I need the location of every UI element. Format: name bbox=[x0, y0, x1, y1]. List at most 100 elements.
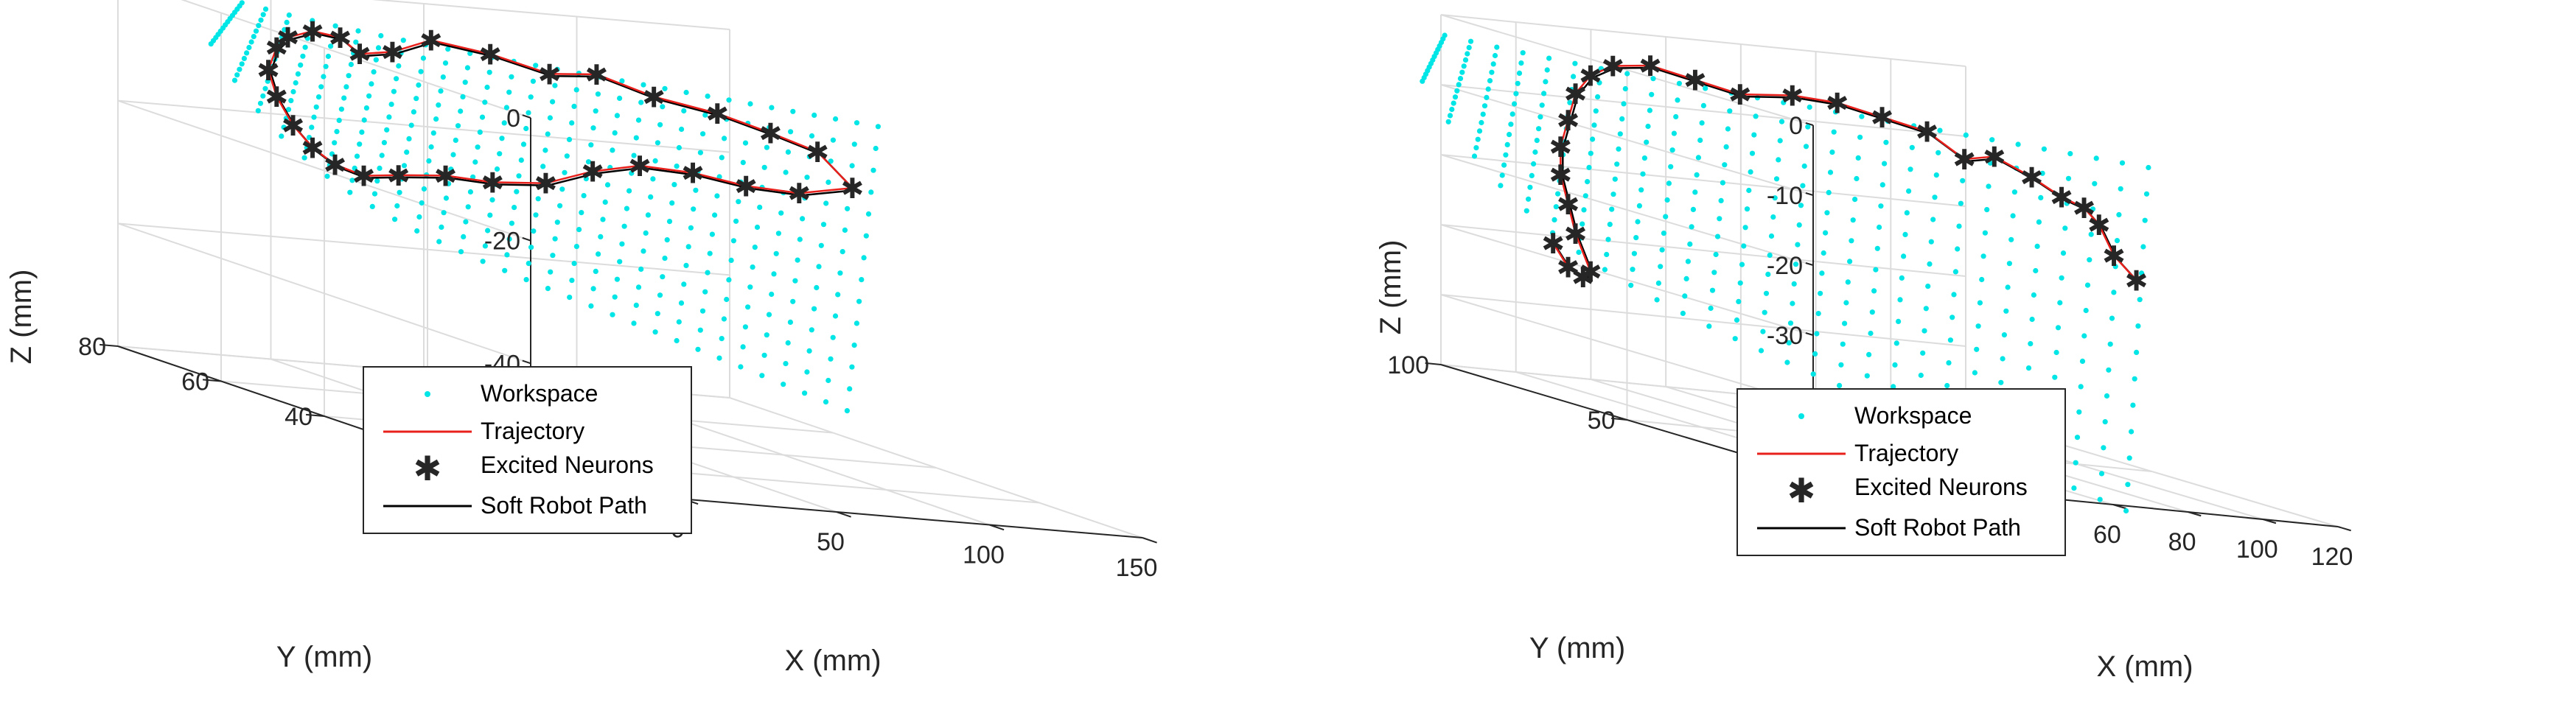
workspace-point bbox=[293, 80, 299, 86]
workspace-point bbox=[506, 236, 512, 242]
workspace-point bbox=[1635, 219, 1641, 225]
workspace-point bbox=[281, 124, 287, 130]
workspace-point bbox=[2071, 485, 2077, 491]
workspace-point bbox=[371, 69, 377, 75]
workspace-point bbox=[545, 131, 551, 137]
workspace-point bbox=[764, 144, 769, 150]
workspace-point bbox=[1947, 337, 1953, 343]
workspace-point bbox=[854, 120, 860, 126]
workspace-point bbox=[1786, 340, 1792, 345]
workspace-point bbox=[1641, 155, 1647, 161]
workspace-point bbox=[823, 399, 829, 405]
workspace-point bbox=[820, 222, 827, 228]
workspace-point bbox=[1741, 243, 1747, 249]
workspace-point bbox=[547, 115, 554, 121]
workspace-point bbox=[1518, 60, 1524, 66]
excited-neuron-marker: ✱ bbox=[380, 38, 404, 69]
workspace-point bbox=[1621, 101, 1627, 107]
workspace-point bbox=[325, 53, 331, 60]
workspace-point bbox=[1529, 172, 1535, 178]
chart-left-workspace-points bbox=[208, 0, 881, 414]
workspace-point bbox=[2106, 367, 2112, 373]
workspace-point bbox=[648, 194, 654, 200]
workspace-point bbox=[248, 39, 254, 45]
chart-right-z-axis-label: Z (mm) bbox=[1375, 240, 1407, 335]
workspace-point bbox=[2029, 316, 2035, 323]
excited-neuron-marker: ✱ bbox=[1916, 118, 1939, 149]
workspace-point bbox=[1504, 141, 1510, 147]
workspace-point bbox=[1479, 119, 1484, 126]
workspace-point bbox=[2001, 332, 2007, 338]
workspace-point bbox=[467, 189, 474, 195]
workspace-point bbox=[1605, 236, 1611, 242]
workspace-point bbox=[2065, 175, 2072, 181]
excited-neuron-marker: ✱ bbox=[434, 161, 458, 192]
workspace-point bbox=[633, 135, 639, 141]
x-tick-label: 150 bbox=[1116, 554, 1158, 582]
workspace-point bbox=[286, 12, 292, 18]
workspace-point bbox=[2116, 211, 2122, 218]
workspace-point bbox=[255, 108, 261, 113]
workspace-point bbox=[341, 95, 347, 101]
z-tick-mark bbox=[522, 359, 531, 365]
workspace-point bbox=[1699, 120, 1705, 126]
chart-left-legend-trajectory: Trajectory bbox=[481, 418, 584, 444]
chart-left-paths bbox=[267, 30, 857, 197]
workspace-point bbox=[450, 152, 456, 158]
workspace-point bbox=[1937, 127, 1943, 133]
workspace-point bbox=[643, 230, 649, 236]
workspace-point bbox=[374, 178, 380, 184]
chart-right-legend-robot-path: Soft Robot Path bbox=[1854, 514, 2021, 541]
soft-robot-path-line bbox=[269, 32, 857, 197]
workspace-point bbox=[761, 164, 767, 170]
workspace-point bbox=[256, 23, 262, 29]
workspace-point bbox=[1498, 183, 1504, 189]
workspace-point bbox=[394, 203, 400, 209]
workspace-point bbox=[1576, 249, 1582, 256]
excited-neuron-marker: ✱ bbox=[301, 17, 324, 48]
workspace-point bbox=[626, 188, 632, 194]
excited-neuron-marker: ✱ bbox=[1549, 161, 1572, 192]
workspace-point bbox=[738, 179, 744, 185]
workspace-point bbox=[2125, 482, 2131, 488]
workspace-point bbox=[809, 327, 814, 333]
workspace-point bbox=[550, 99, 556, 105]
workspace-point bbox=[258, 17, 264, 23]
workspace-point bbox=[740, 344, 746, 350]
y-tick-label: 50 bbox=[1588, 407, 1616, 435]
workspace-point bbox=[1604, 251, 1610, 258]
workspace-point bbox=[1508, 122, 1514, 127]
workspace-point bbox=[802, 195, 808, 201]
workspace-point bbox=[1921, 328, 1927, 334]
workspace-point bbox=[809, 133, 815, 139]
workspace-point bbox=[1936, 150, 1941, 155]
workspace-point bbox=[464, 65, 471, 71]
workspace-point bbox=[688, 225, 694, 231]
excited-neuron-marker: ✱ bbox=[1541, 229, 1565, 260]
workspace-point bbox=[1927, 261, 1933, 267]
workspace-point bbox=[814, 284, 820, 291]
excited-neuron-marker: ✱ bbox=[1557, 253, 1580, 284]
workspace-point bbox=[1904, 210, 1910, 216]
workspace-point bbox=[769, 291, 775, 298]
workspace-point bbox=[2006, 261, 2012, 267]
workspace-point bbox=[669, 200, 675, 206]
grid-line bbox=[1440, 14, 1966, 67]
chart-right-legend: Workspace Trajectory ✱ Excited Neurons S… bbox=[1736, 388, 2066, 556]
workspace-point bbox=[328, 43, 334, 49]
workspace-point bbox=[1933, 172, 1939, 178]
workspace-point bbox=[773, 250, 779, 256]
workspace-point bbox=[1499, 172, 1505, 178]
workspace-point bbox=[298, 62, 304, 68]
workspace-point bbox=[1762, 309, 1767, 315]
workspace-point bbox=[533, 212, 539, 218]
workspace-point bbox=[624, 206, 630, 211]
workspace-point bbox=[766, 312, 772, 317]
workspace-point bbox=[2093, 155, 2099, 161]
workspace-point bbox=[1805, 124, 1811, 130]
workspace-point bbox=[1509, 111, 1515, 117]
workspace-point bbox=[1492, 52, 1498, 59]
workspace-point bbox=[1697, 137, 1703, 143]
workspace-point bbox=[697, 150, 704, 155]
workspace-point bbox=[239, 61, 245, 67]
